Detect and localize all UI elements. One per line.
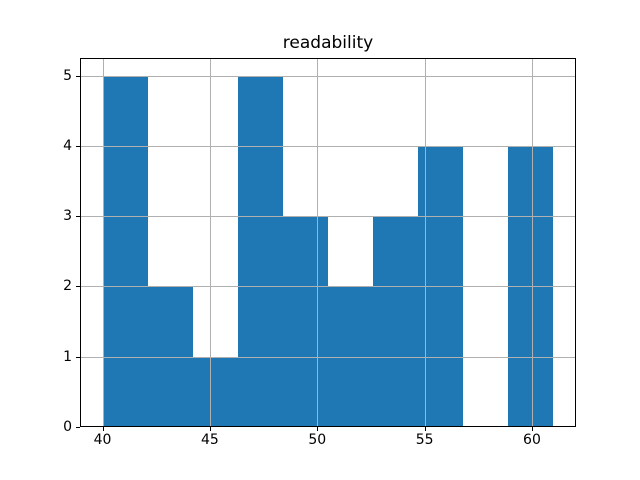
y-tick-mark bbox=[76, 216, 80, 218]
bars-layer bbox=[80, 58, 576, 427]
x-tick-mark bbox=[317, 427, 319, 431]
y-tick-label: 5 bbox=[63, 67, 72, 84]
histogram-bar bbox=[192, 356, 238, 427]
x-tick-label: 45 bbox=[200, 432, 219, 448]
y-gridline bbox=[80, 75, 576, 77]
y-gridline bbox=[80, 145, 576, 147]
histogram-bar bbox=[282, 216, 328, 427]
x-gridline bbox=[102, 58, 104, 427]
plot-area bbox=[80, 58, 576, 427]
y-gridline bbox=[80, 356, 576, 358]
y-tick-mark bbox=[76, 75, 80, 77]
x-tick-label: 60 bbox=[523, 432, 541, 448]
y-tick-mark bbox=[76, 145, 80, 147]
x-tick-label: 40 bbox=[93, 432, 112, 448]
x-gridline bbox=[424, 58, 426, 427]
x-gridline bbox=[531, 58, 533, 427]
y-tick-label: 0 bbox=[63, 419, 72, 435]
chart-title: readability bbox=[282, 33, 374, 53]
y-gridline bbox=[80, 216, 576, 218]
y-tick-label: 4 bbox=[63, 137, 72, 154]
x-tick-mark bbox=[102, 427, 104, 431]
grid-layer bbox=[80, 58, 576, 427]
histogram-bar bbox=[508, 145, 554, 427]
x-tick-label: 50 bbox=[308, 432, 327, 448]
y-tick-label: 3 bbox=[63, 208, 72, 225]
x-tick-mark bbox=[531, 427, 533, 431]
x-tick-mark bbox=[209, 427, 211, 431]
y-tick-mark bbox=[76, 427, 80, 428]
y-tick-label: 1 bbox=[63, 348, 72, 365]
y-tick-mark bbox=[76, 356, 80, 358]
y-tick-mark bbox=[76, 286, 80, 288]
histogram-bar bbox=[102, 75, 148, 427]
y-gridline bbox=[80, 286, 576, 288]
x-gridline bbox=[317, 58, 319, 427]
x-gridline bbox=[209, 58, 211, 427]
y-tick-label: 2 bbox=[63, 278, 72, 295]
histogram-bar bbox=[373, 216, 419, 427]
x-tick-label: 55 bbox=[415, 432, 434, 448]
x-tick-mark bbox=[424, 427, 426, 431]
histogram-bar bbox=[418, 145, 464, 427]
histogram-bar bbox=[237, 75, 283, 427]
